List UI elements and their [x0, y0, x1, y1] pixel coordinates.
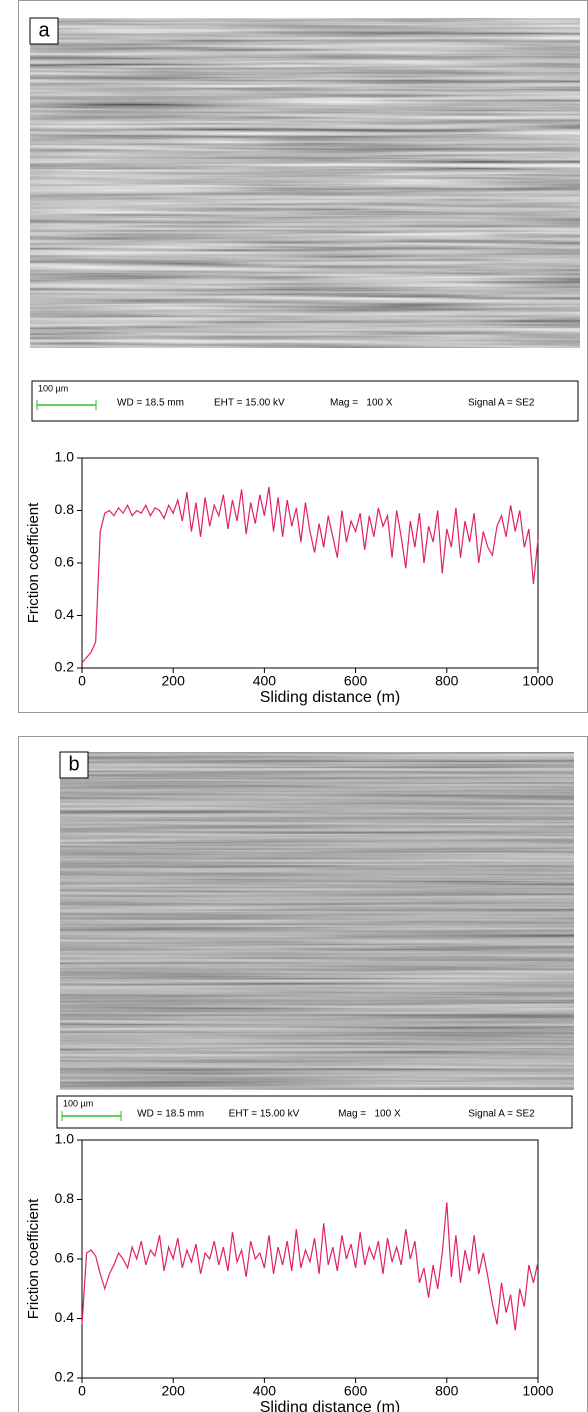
y-tick-label: 0.4	[55, 1309, 75, 1325]
info-wd: WD = 18.5 mm	[137, 1109, 204, 1120]
sem-image	[30, 18, 580, 348]
y-tick-label: 1.0	[55, 449, 75, 465]
label-box	[59, 751, 89, 779]
scale-label: 100 µm	[38, 383, 68, 393]
sem-image	[60, 752, 574, 1090]
x-axis-label: Sliding distance (m)	[260, 689, 401, 706]
plot-frame	[81, 457, 539, 669]
x-tick-label: 1000	[522, 673, 553, 689]
x-tick-label: 0	[78, 1383, 86, 1399]
x-tick-label: 800	[435, 1383, 459, 1399]
y-tick-label: 0.4	[55, 606, 75, 622]
x-tick-label: 0	[78, 673, 86, 689]
y-axis-label: Friction coefficient	[25, 502, 42, 623]
y-tick-label: 0.2	[55, 1369, 75, 1385]
y-tick-label: 0.8	[55, 1190, 75, 1206]
info-mag: Mag = 100 X	[338, 1109, 401, 1120]
panel-label: a	[38, 19, 50, 41]
scale-label: 100 µm	[63, 1098, 93, 1108]
x-tick-label: 600	[344, 1383, 368, 1399]
y-tick-label: 0.6	[55, 1250, 75, 1266]
x-axis-label: Sliding distance (m)	[260, 1399, 401, 1412]
info-signal: Signal A = SE2	[468, 1109, 535, 1120]
y-tick-label: 0.2	[55, 659, 75, 675]
x-tick-label: 400	[253, 673, 277, 689]
info-mag: Mag = 100 X	[330, 398, 393, 409]
y-axis-label: Friction coefficient	[25, 1198, 42, 1319]
info-bar	[31, 380, 579, 422]
info-wd: WD = 18.5 mm	[117, 398, 184, 409]
x-tick-label: 600	[344, 673, 368, 689]
y-tick-label: 0.6	[55, 554, 75, 570]
x-tick-label: 200	[162, 673, 186, 689]
label-box	[29, 17, 59, 45]
info-eht: EHT = 15.00 kV	[214, 398, 285, 409]
friction-line	[81, 1202, 539, 1331]
info-eht: EHT = 15.00 kV	[229, 1109, 300, 1120]
friction-line	[81, 486, 539, 664]
info-bar	[56, 1095, 573, 1129]
x-tick-label: 400	[253, 1383, 277, 1399]
x-tick-label: 1000	[522, 1383, 553, 1399]
x-tick-label: 200	[162, 1383, 186, 1399]
y-tick-label: 0.8	[55, 501, 75, 517]
x-tick-label: 800	[435, 673, 459, 689]
panel-label: b	[68, 753, 79, 775]
y-tick-label: 1.0	[55, 1131, 75, 1147]
info-signal: Signal A = SE2	[468, 398, 535, 409]
